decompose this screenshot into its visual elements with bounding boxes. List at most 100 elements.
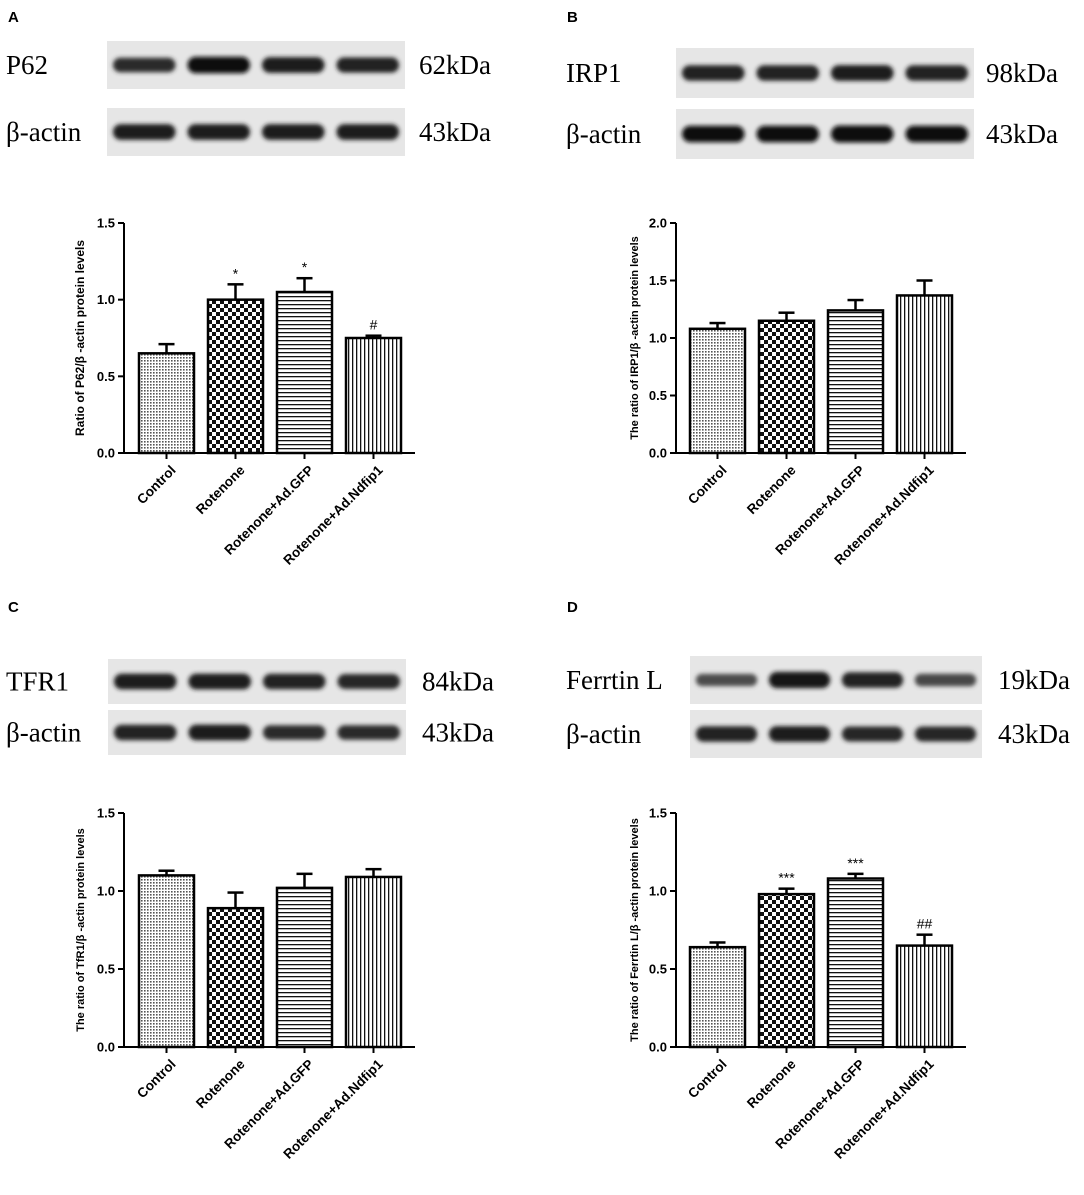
y-tick-label: 2.0 [649, 216, 667, 231]
bar [757, 892, 816, 1049]
y-tick-label: 0.0 [649, 446, 667, 461]
blot-band [188, 673, 252, 690]
blot-band [336, 124, 400, 140]
blot-band [113, 724, 177, 741]
blot-band [337, 674, 401, 689]
significance-label: *** [847, 855, 864, 871]
blot-protein-label: β-actin [6, 718, 82, 748]
y-tick-label: 1.5 [649, 806, 667, 821]
category-label: Rotenone [193, 462, 248, 517]
blot-protein-label: TFR1 [6, 667, 69, 697]
y-axis-label: Ratio of P62/β -actin protein levels [73, 240, 87, 436]
y-axis-label: The ratio of TfR1/β -actin protein level… [75, 828, 87, 1032]
blot-band [756, 125, 820, 143]
blot-band [914, 673, 977, 687]
panel-letter-c: C [8, 599, 19, 616]
blot-band [905, 125, 969, 143]
blot-kda-label: 98kDa [986, 58, 1058, 88]
category-label: Control [685, 463, 730, 508]
blot-band [113, 673, 177, 690]
panel-letter-a: A [8, 9, 19, 26]
y-tick-label: 0.0 [97, 1040, 115, 1055]
y-tick-label: 1.0 [649, 884, 667, 899]
blot-protein-label: β-actin [6, 117, 82, 147]
significance-label: * [302, 259, 308, 275]
bar [275, 290, 334, 455]
bar [137, 352, 196, 455]
blot-kda-label: 43kDa [998, 719, 1070, 749]
y-axis-label: The ratio of Ferrtin L/β -actin protein … [629, 818, 641, 1042]
bar [826, 309, 885, 455]
y-tick-label: 1.0 [97, 884, 115, 899]
y-tick-label: 0.0 [649, 1040, 667, 1055]
y-tick-label: 0.5 [97, 962, 115, 977]
blot-band [768, 726, 831, 742]
blot-band [695, 673, 758, 687]
significance-label: * [233, 265, 239, 281]
y-tick-label: 0.5 [649, 388, 667, 403]
blot-band [768, 671, 831, 689]
y-tick-label: 0.5 [97, 369, 115, 384]
blot-band [261, 124, 325, 140]
y-tick-label: 1.5 [649, 273, 667, 288]
blot-band [262, 725, 326, 740]
blot-band [756, 65, 820, 81]
blot-band [914, 726, 977, 742]
blot-band [261, 57, 325, 73]
category-label: Control [134, 463, 179, 508]
blot-band [188, 724, 252, 741]
blot-protein-label: P62 [6, 50, 48, 80]
blot-band [187, 56, 251, 74]
y-tick-label: 0.0 [97, 446, 115, 461]
bar [206, 298, 265, 455]
bar [344, 875, 403, 1049]
blot-band [337, 725, 401, 740]
panel-letter-d: D [567, 599, 578, 616]
y-tick-label: 1.0 [649, 331, 667, 346]
blot-band [336, 57, 400, 73]
significance-label: ## [917, 916, 933, 932]
blot-band [112, 124, 176, 140]
blot-band [187, 124, 251, 140]
blot-kda-label: 62kDa [419, 50, 491, 80]
panel-letter-b: B [567, 9, 578, 26]
blot-band [681, 65, 745, 81]
blot-band [830, 125, 894, 143]
y-tick-label: 1.5 [97, 806, 115, 821]
blot-band [112, 57, 176, 73]
blot-band [905, 65, 969, 81]
bar [688, 327, 747, 455]
blot-protein-label: IRP1 [566, 58, 622, 88]
blot-kda-label: 43kDa [419, 117, 491, 147]
bar [688, 945, 747, 1049]
blot-protein-label: β-actin [566, 719, 642, 749]
blot-band [695, 726, 758, 742]
panel-d: Ferrtin L 19kDa β-actin 43kDa 0.0 0.5 1.0 1.5 Th… [566, 656, 1070, 1162]
blot-kda-label: 43kDa [422, 718, 494, 748]
blot-kda-label: 43kDa [986, 119, 1058, 149]
panel-b: IRP1 98kDa β-actin 43kDa 0.0 0.5 1.0 1.5 2.0 The … [566, 48, 1058, 568]
y-tick-label: 1.5 [97, 216, 115, 231]
bar [895, 944, 954, 1049]
bar [826, 877, 885, 1049]
y-tick-label: 1.0 [97, 292, 115, 307]
blot-band [830, 65, 894, 81]
blot-band [841, 672, 904, 688]
panel-a: P62 62kDa β-actin 43kDa 0.0 0.5 1.0 1.5 Ratio of… [6, 41, 491, 568]
panel-c: TFR1 84kDa β-actin 43kDa 0.0 0.5 1.0 1.5 The rat… [6, 659, 494, 1162]
blot-kda-label: 84kDa [422, 667, 494, 697]
blot-band [262, 673, 326, 690]
bar [275, 886, 334, 1049]
blot-band [681, 125, 745, 143]
category-label: Rotenone [744, 462, 799, 517]
blot-band [841, 726, 904, 742]
category-label: Control [134, 1057, 179, 1102]
blot-kda-label: 19kDa [998, 665, 1070, 695]
significance-label: # [370, 317, 378, 333]
bar [895, 294, 954, 455]
bar [206, 906, 265, 1049]
bar [757, 319, 816, 455]
category-label: Rotenone [744, 1056, 799, 1111]
category-label: Control [685, 1057, 730, 1102]
